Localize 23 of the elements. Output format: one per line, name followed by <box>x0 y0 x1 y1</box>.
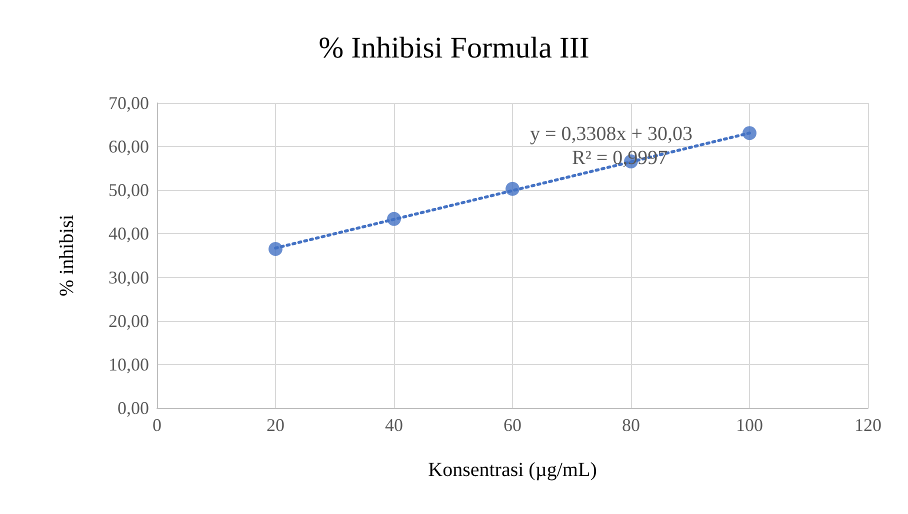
annotation: y = 0,3308x + 30,03 <box>530 123 693 145</box>
x-tick-label: 60 <box>504 415 522 435</box>
x-tick-label: 20 <box>266 415 284 435</box>
chart-title: % Inhibisi Formula III <box>318 32 590 64</box>
point <box>506 182 520 196</box>
x-axis-title: Konsentrasi (µg/mL) <box>428 459 597 481</box>
x-tick-label: 100 <box>736 415 763 435</box>
y-tick-label: 60,00 <box>108 136 149 157</box>
y-tick-label: 30,00 <box>108 267 149 288</box>
point <box>742 126 756 140</box>
y-tick-label: 10,00 <box>108 354 149 374</box>
x-tick-label: 120 <box>854 415 882 435</box>
point <box>268 242 282 256</box>
y-tick-label: 0,00 <box>118 398 149 418</box>
y-axis-title: % inhibisi <box>56 214 78 296</box>
y-tick-label: 40,00 <box>108 224 149 244</box>
x-tick-label: 80 <box>622 415 640 435</box>
y-tick-label: 20,00 <box>108 310 149 331</box>
point <box>387 212 401 226</box>
x-tick-label: 0 <box>152 415 162 435</box>
y-tick-label: 50,00 <box>108 180 149 200</box>
x-tick-label: 40 <box>385 415 403 435</box>
y-tick-label: 70,00 <box>108 93 149 113</box>
